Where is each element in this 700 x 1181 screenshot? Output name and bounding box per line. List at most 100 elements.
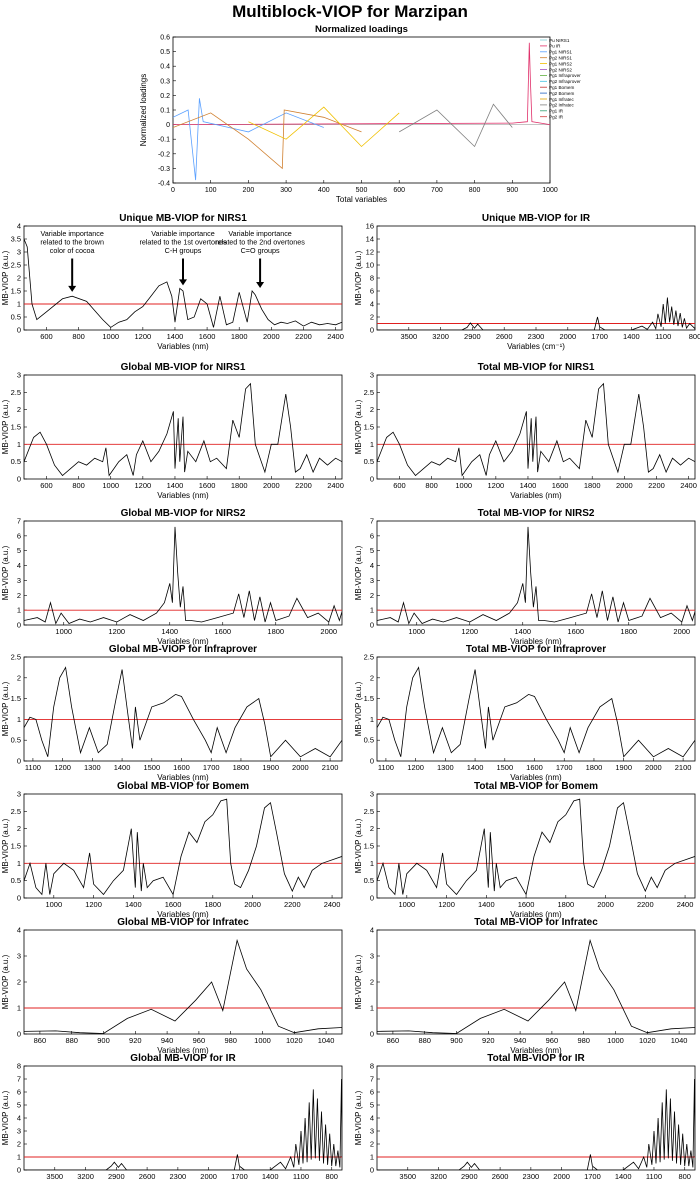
data-line	[377, 297, 695, 330]
x-tick-label: 880	[418, 1036, 431, 1045]
x-tick-label: 900	[450, 1036, 463, 1045]
y-tick-label: 8	[370, 1062, 374, 1071]
x-tick-label: 900	[506, 187, 518, 194]
x-tick-label: 1020	[286, 1036, 303, 1045]
x-tick-label: 920	[482, 1036, 495, 1045]
y-axis-label: MB-VIOP (a.u.)	[354, 818, 363, 873]
x-tick-label: 800	[325, 1172, 338, 1181]
y-tick-label: 0.1	[160, 108, 170, 115]
annotation-arrow-head	[179, 279, 187, 286]
axes-box	[376, 793, 696, 899]
x-tick-label: 300	[280, 187, 292, 194]
series-line-4	[398, 103, 513, 148]
y-tick-label: 1	[370, 715, 374, 724]
x-tick-label: 600	[40, 332, 53, 341]
y-tick-label: 3.5	[11, 235, 21, 244]
x-tick-label: 1800	[267, 627, 284, 636]
y-tick-label: 3	[17, 952, 21, 961]
y-tick-label: 4	[370, 561, 374, 570]
y-tick-label: -0.3	[158, 166, 170, 173]
y-tick-label: 3	[17, 1127, 21, 1136]
y-tick-label: 1	[17, 440, 21, 449]
axes-box	[376, 225, 696, 331]
x-axis-label: Variables (nm)	[157, 491, 209, 500]
y-axis-label: MB-VIOP (a.u.)	[1, 954, 10, 1009]
y-tick-label: 3	[17, 790, 21, 799]
y-tick-label: 0.4	[160, 64, 170, 71]
x-tick-label: 1400	[161, 627, 178, 636]
axes-box	[23, 656, 343, 762]
y-tick-label: 16	[366, 222, 374, 231]
legend-label: Pg1 IR	[549, 109, 564, 114]
x-tick-label: 1600	[552, 481, 569, 490]
y-axis-label: MB-VIOP (a.u.)	[354, 250, 363, 305]
x-tick-label: 1400	[478, 900, 495, 909]
x-tick-label: 1040	[671, 1036, 688, 1045]
x-axis-label: Variables (nm)	[510, 773, 562, 782]
annotation-text: color of cocoa	[50, 246, 95, 255]
y-tick-label: 0	[166, 122, 170, 129]
y-tick-label: 3	[370, 371, 374, 380]
y-axis-label: Normalized loadings	[139, 74, 148, 146]
y-tick-label: 0	[370, 475, 374, 484]
y-tick-label: 14	[366, 235, 374, 244]
y-tick-label: 6	[17, 1088, 21, 1097]
y-tick-label: 3	[370, 1127, 374, 1136]
series-line-3	[248, 106, 400, 148]
legend-label: Pg2 Infratec	[549, 103, 574, 108]
y-tick-label: 3	[370, 576, 374, 585]
y-tick-label: 2	[17, 405, 21, 414]
y-tick-label: 0.5	[160, 49, 170, 56]
x-tick-label: 1600	[526, 763, 543, 772]
y-tick-label: 6	[370, 287, 374, 296]
chart-total-ir: Total MB-VIOP for IR 0 1 2 3 4 5 6 7 8 3500 3200 290…	[354, 1053, 696, 1181]
y-tick-label: 3	[17, 576, 21, 585]
x-tick-label: 2200	[284, 900, 301, 909]
legend-label: Pu NIRS1	[549, 38, 570, 43]
chart-title: Global MB-VIOP for NIRS2	[121, 508, 246, 519]
y-axis-label: MB-VIOP (a.u.)	[354, 1090, 363, 1145]
x-tick-label: 1600	[165, 900, 182, 909]
annotation-arrow-head	[256, 282, 265, 288]
chart-title: Global MB-VIOP for NIRS1	[121, 362, 246, 373]
x-tick-label: 1200	[135, 332, 152, 341]
x-tick-label: 2400	[680, 481, 697, 490]
x-tick-label: 2000	[263, 332, 280, 341]
chart-global-nirs2: Global MB-VIOP for NIRS2 0 1 2 3 4 5 6 7 1000 1200…	[1, 508, 343, 646]
x-tick-label: 600	[393, 187, 405, 194]
legend-label: Pg1 Infratec	[549, 97, 574, 102]
x-tick-label: 2000	[200, 1172, 217, 1181]
y-tick-label: 2	[17, 1140, 21, 1149]
y-tick-label: -0.2	[158, 151, 170, 158]
data-line	[24, 666, 342, 758]
data-line	[377, 666, 695, 758]
x-tick-label: 2000	[553, 1172, 570, 1181]
x-axis-label: Variables (nm)	[157, 637, 209, 646]
x-axis-label: Variables (nm)	[510, 637, 562, 646]
y-tick-label: 1.5	[11, 842, 21, 851]
x-tick-label: 1200	[135, 481, 152, 490]
y-tick-label: 6	[17, 531, 21, 540]
y-tick-label: 1	[370, 1153, 374, 1162]
chart-global-infraprover: Global MB-VIOP for Infraprover 0 0.5 1 1.5 2 2…	[1, 644, 343, 782]
x-tick-label: 1100	[378, 763, 394, 772]
x-tick-label: 960	[193, 1036, 206, 1045]
x-tick-label: 1700	[231, 1172, 248, 1181]
x-tick-label: 1000	[607, 1036, 624, 1045]
legend-label: Pg1 NIRS2	[549, 61, 572, 66]
chart-title: Total MB-VIOP for IR	[487, 1053, 585, 1064]
x-tick-label: 1600	[173, 763, 190, 772]
y-tick-label: 0	[370, 894, 374, 903]
x-tick-label: 920	[129, 1036, 142, 1045]
y-tick-label: 4	[17, 926, 21, 935]
x-tick-label: 1500	[143, 763, 160, 772]
y-tick-label: 2	[370, 405, 374, 414]
annotation-text: Variable importance	[151, 229, 214, 238]
y-tick-label: 6	[370, 1088, 374, 1097]
x-tick-label: 3200	[430, 1172, 447, 1181]
y-tick-label: 7	[370, 1075, 374, 1084]
y-tick-label: 7	[370, 517, 374, 526]
chart-title: Global MB-VIOP for Infraprover	[109, 644, 257, 655]
legend-label: Pg2 Bomem	[549, 91, 574, 96]
